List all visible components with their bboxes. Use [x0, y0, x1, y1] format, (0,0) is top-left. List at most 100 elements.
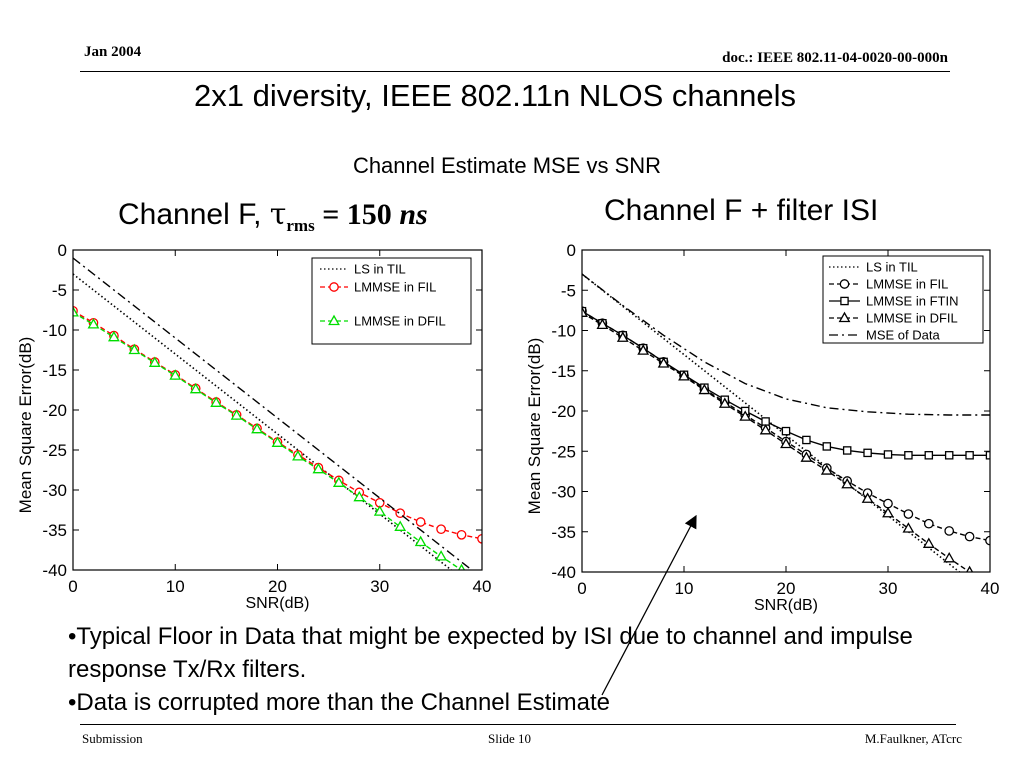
y-tick-label: -25	[42, 441, 67, 460]
tau-subscript: rms	[286, 216, 315, 235]
x-axis-label: SNR(dB)	[754, 597, 818, 614]
data-point	[883, 450, 893, 459]
left-title-eq: = 150	[314, 198, 400, 231]
x-tick-label: 0	[577, 579, 586, 598]
legend: LS in TIL LMMSE in FIL LMMSE in DFIL	[311, 257, 472, 345]
data-point	[842, 446, 852, 455]
y-tick-label: -35	[551, 523, 576, 542]
data-point	[924, 451, 934, 460]
legend-box	[311, 257, 472, 345]
plot-area	[582, 273, 990, 572]
y-tick-label: -15	[551, 362, 576, 381]
chart-subtitle: Channel Estimate MSE vs SNR	[352, 153, 662, 178]
legend-marker	[839, 279, 850, 289]
data-point	[820, 464, 833, 475]
y-tick-label: -40	[42, 561, 67, 580]
legend-label: LMMSE in FIL	[866, 277, 948, 292]
data-point	[863, 448, 872, 458]
legend-label: LMMSE in FIL	[354, 280, 436, 295]
data-point	[739, 410, 752, 421]
y-axis-label: Mean Square Error(dB)	[525, 338, 544, 515]
y-axis-label: Mean Square Error(dB)	[16, 337, 35, 514]
data-point	[271, 436, 284, 447]
data-point	[965, 451, 974, 460]
data-point	[882, 506, 894, 518]
data-point	[230, 409, 243, 420]
data-point	[883, 498, 893, 509]
x-tick-label: 40	[473, 577, 492, 596]
data-point	[128, 343, 141, 355]
data-point	[414, 535, 427, 547]
data-point	[944, 451, 954, 460]
bullet-item: •Data is corrupted more than the Channel…	[68, 689, 611, 716]
left-title-prefix: Channel F,	[118, 198, 270, 231]
left-chart: 0 10 20 30 40 0 -5 -10 -15 -20 -25 -30 -35 -40 SNR(dB)…	[16, 241, 491, 612]
legend-box	[822, 255, 984, 344]
data-point	[332, 476, 345, 487]
data-point	[966, 565, 974, 572]
bullet-list: •Typical Floor in Data that might be exp…	[68, 620, 998, 719]
data-point	[800, 451, 813, 462]
data-point	[107, 330, 120, 342]
data-point	[759, 423, 772, 435]
legend-label: LS in TIL	[866, 260, 918, 275]
header-divider	[80, 71, 950, 72]
data-point	[802, 435, 811, 445]
data-point	[943, 551, 956, 563]
data-point	[373, 505, 386, 516]
series-line	[73, 257, 473, 570]
y-tick-label: 0	[567, 241, 576, 260]
slide-title: 2x1 diversity, IEEE 802.11n NLOS channel…	[194, 78, 796, 113]
data-point	[923, 518, 934, 529]
y-tick-label: -30	[42, 481, 67, 500]
data-point	[718, 397, 731, 408]
x-tick-label: 30	[879, 579, 898, 598]
x-tick-label: 10	[675, 579, 694, 598]
legend-marker	[329, 282, 339, 292]
data-point	[964, 531, 975, 542]
legend-label: LMMSE in DFIL	[354, 314, 446, 329]
data-point	[780, 437, 792, 449]
series-line	[73, 273, 453, 570]
y-tick-label: -30	[551, 483, 576, 502]
y-tick-label: -35	[42, 521, 67, 540]
data-point	[902, 522, 915, 533]
x-tick-label: 10	[166, 577, 185, 596]
footer-divider	[80, 724, 956, 725]
data-point	[312, 462, 325, 474]
data-point	[616, 331, 629, 342]
data-point	[169, 369, 182, 380]
data-point	[637, 344, 650, 355]
data-point	[87, 318, 100, 329]
x-axis-label: SNR(dB)	[245, 595, 309, 612]
data-point	[292, 450, 304, 461]
data-point	[698, 383, 711, 395]
annotation-arrow	[601, 514, 697, 696]
data-point	[761, 417, 770, 426]
x-tick-label: 30	[370, 577, 389, 596]
y-tick-label: -40	[551, 563, 576, 582]
right-chart-title: Channel F + filter ISI	[604, 194, 879, 227]
data-point	[251, 422, 263, 434]
y-tick-label: -5	[561, 281, 576, 300]
x-tick-label: 40	[981, 579, 1000, 598]
legend-label: LMMSE in FTIN	[866, 294, 958, 309]
bullet-item: •Typical Floor in Data that might be exp…	[68, 623, 913, 683]
y-tick-label: -10	[42, 321, 67, 340]
y-tick-label: -20	[551, 402, 576, 421]
data-point	[148, 356, 161, 367]
legend-marker	[840, 296, 849, 306]
data-point	[657, 357, 670, 368]
data-point	[415, 517, 426, 527]
y-tick-label: -5	[52, 281, 67, 300]
data-point	[781, 426, 791, 436]
legend-label: MSE of Data	[866, 328, 940, 343]
legend: LS in TIL LMMSE in FIL LMMSE in FTIN LMMSE …	[822, 255, 984, 344]
x-tick-label: 20	[268, 577, 287, 596]
x-tick-label: 0	[68, 577, 77, 596]
header-doc-id: doc.: IEEE 802.11-04-0020-00-000n	[722, 50, 948, 66]
y-tick-label: -25	[551, 442, 576, 461]
data-point	[904, 451, 913, 460]
data-point	[189, 382, 202, 394]
footer-author: M.Faulkner, ATcrc	[864, 731, 962, 746]
